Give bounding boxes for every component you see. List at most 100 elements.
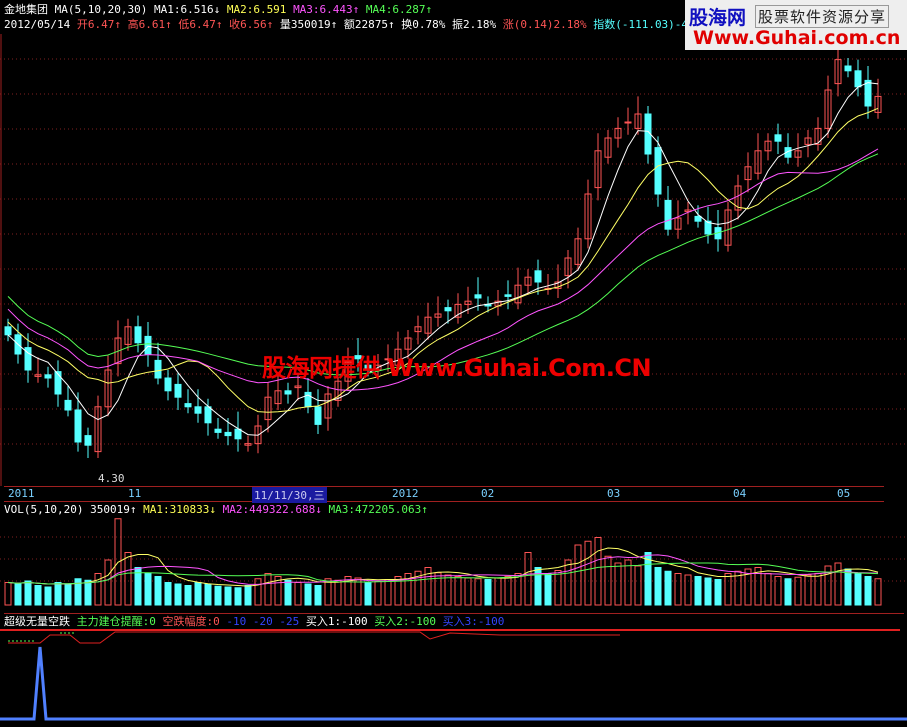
volume-bar [624, 559, 632, 606]
candle-body [264, 396, 272, 421]
volume-bar [4, 582, 12, 606]
volume-bar [554, 570, 562, 606]
indicator-levels: -10 -20 -25 [226, 615, 300, 628]
candle-body [584, 193, 592, 240]
volume-bar [764, 573, 772, 606]
volume-bar [124, 552, 132, 606]
vol-ma3: MA3:472205.063↑ [328, 503, 428, 516]
volume-bar [414, 570, 422, 606]
candle-body [354, 355, 362, 360]
candle-body [844, 65, 852, 72]
candle-body [514, 284, 522, 304]
indicator-header: 超级无量空跌 主力建仓提醒:0 空跌幅度:0 -10 -20 -25 买入1:-… [4, 613, 904, 629]
volume-bar [94, 573, 102, 606]
candle-body [854, 70, 862, 88]
candle-body [64, 399, 72, 411]
candle-body [274, 390, 282, 405]
volume-bar [374, 580, 382, 606]
ma3-value: MA3:6.443↑ [293, 3, 360, 16]
candle-body [234, 428, 242, 440]
volume-bar [744, 568, 752, 606]
candle-body [34, 374, 42, 377]
stock-name: 金地集团 [4, 3, 48, 16]
candle-body [4, 326, 12, 336]
open: 开6.47↑ [76, 18, 121, 31]
volume-bar [44, 586, 52, 606]
volume-bar [474, 578, 482, 606]
candle-body [864, 79, 872, 107]
candle-body [104, 369, 112, 408]
date-axis[interactable]: 2011 11 11/11/30,三 2012 02 03 04 05 [4, 486, 884, 503]
date-tick: 02 [481, 487, 495, 500]
candle-body [414, 326, 422, 333]
candle-body [664, 199, 672, 230]
ma1-value: MA1:6.516↓ [153, 3, 221, 16]
volume-bar [634, 565, 642, 606]
volume-bar [324, 578, 332, 606]
volume-bar [344, 576, 352, 606]
candle-body [574, 238, 582, 265]
volume-bar [454, 576, 462, 606]
volume-bar [844, 568, 852, 606]
candle-body [174, 383, 182, 398]
candle-body [24, 347, 32, 371]
volume-bar [214, 585, 222, 606]
volume-bar [544, 573, 552, 606]
volume-bar [424, 567, 432, 606]
date-tick: 05 [837, 487, 851, 500]
volume-bar [294, 582, 302, 606]
volume-chart[interactable] [0, 515, 907, 607]
change: 涨(0.14)2.18% [502, 18, 587, 31]
volume-ma-5 [7, 547, 879, 587]
volume-bar [484, 579, 492, 606]
volume-bar [194, 582, 202, 606]
volume-bar [524, 552, 532, 606]
amount: 额22875↑ [343, 18, 395, 31]
candle-body [504, 294, 512, 297]
ma-line-5 [7, 82, 879, 436]
volume-bar [264, 573, 272, 606]
candle-body [384, 358, 392, 361]
volume-bar [724, 573, 732, 606]
volume-bar [654, 567, 662, 606]
candle-body [704, 220, 712, 235]
candle-body [314, 406, 322, 425]
watermark-banner: 股海网 股票软件资源分享 Www.Guhai.com.cn [685, 0, 907, 50]
volume-bar [824, 565, 832, 606]
volume-bar [834, 562, 842, 606]
volume-bar [714, 579, 722, 606]
volume-bar [604, 555, 612, 606]
volume-bar [814, 573, 822, 606]
date: 2012/05/14 [4, 18, 71, 31]
volume-bar [134, 567, 142, 606]
close: 收6.56↑ [229, 18, 274, 31]
volume-bar [444, 574, 452, 606]
candle-body [634, 113, 642, 129]
volume-bar [784, 578, 792, 606]
volume-bar [504, 576, 512, 606]
volume-bar [594, 537, 602, 606]
candle-body [764, 140, 772, 152]
ma-line-20 [7, 148, 879, 391]
candle-body [184, 403, 192, 408]
candle-body [44, 374, 52, 379]
indicator-chart[interactable] [0, 627, 907, 727]
candle-body [124, 326, 132, 345]
candle-body [474, 294, 482, 299]
date-tick: 2011 [8, 487, 35, 500]
indicator-main: 主力建仓提醒:0 [76, 615, 156, 628]
price-chart[interactable] [0, 34, 907, 486]
volume-bar [614, 562, 622, 606]
candle-body [284, 390, 292, 395]
candle-body [784, 147, 792, 158]
date-tick: 04 [733, 487, 747, 500]
volume-bar [864, 576, 872, 606]
candle-body [654, 147, 662, 195]
candle-body [364, 364, 372, 371]
drop-curve [8, 631, 620, 644]
candle-body [694, 215, 702, 222]
candle-body [404, 337, 412, 350]
low: 低6.47↑ [178, 18, 223, 31]
ma-line-10 [7, 107, 879, 413]
volume-bar [164, 582, 172, 606]
